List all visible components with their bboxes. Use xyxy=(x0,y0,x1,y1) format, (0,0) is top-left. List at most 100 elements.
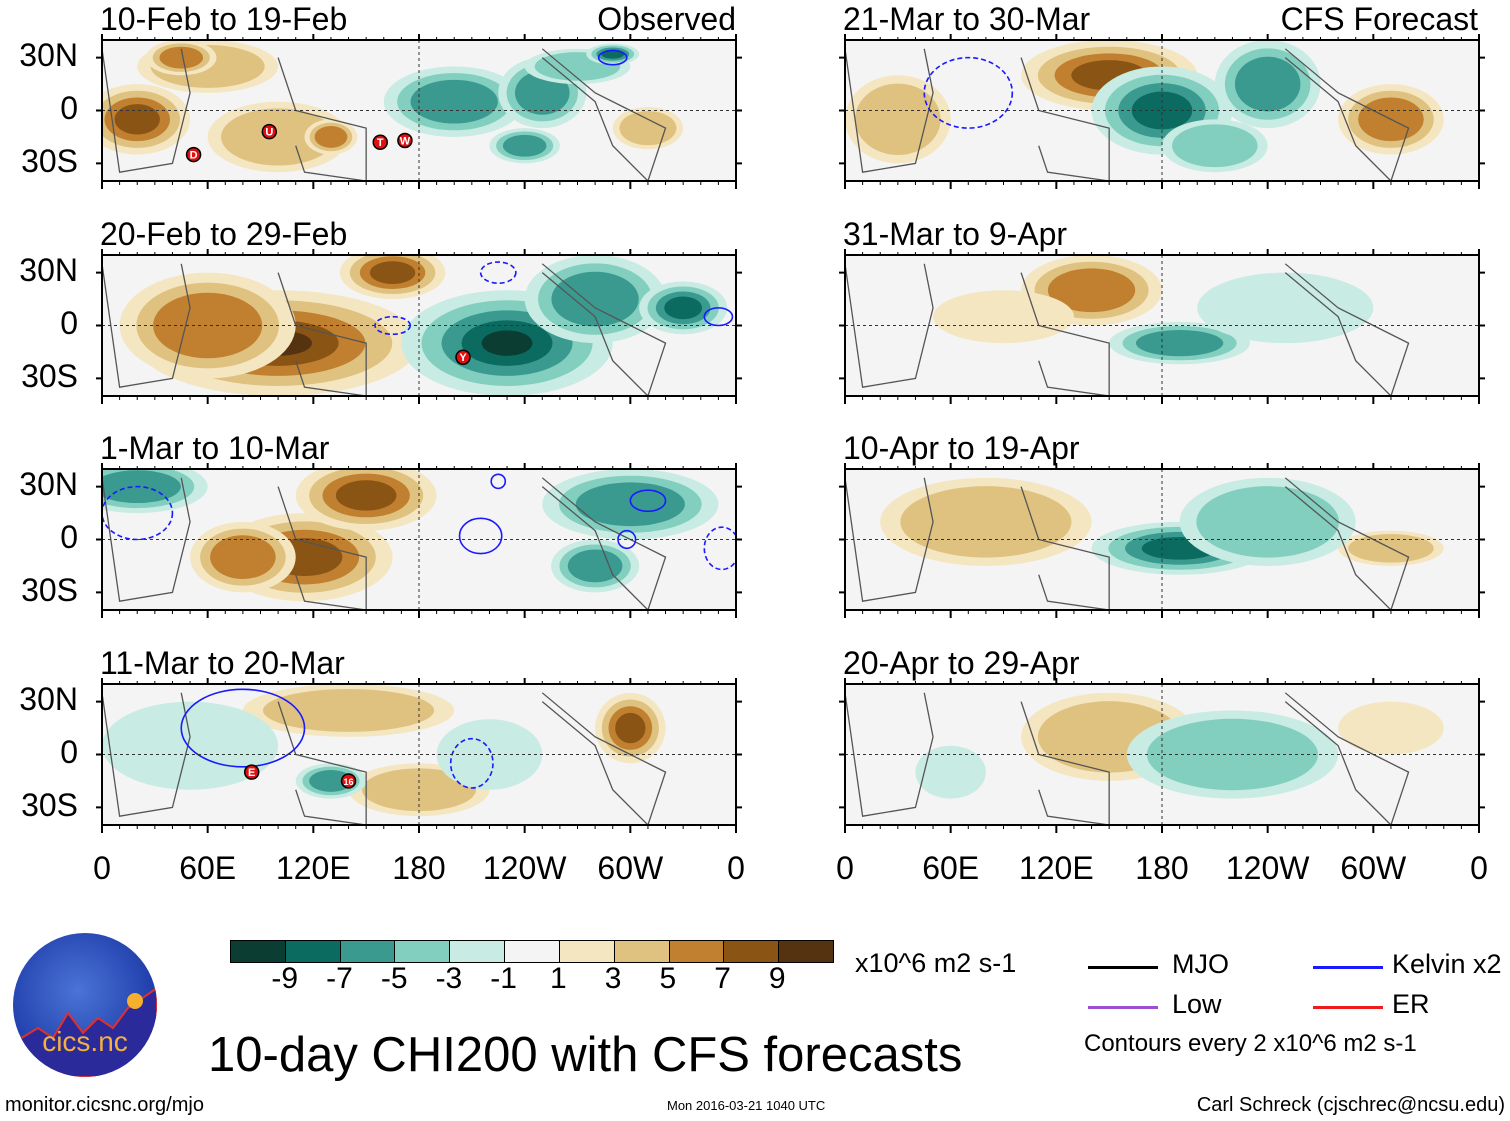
colorbar-tick-label: -9 xyxy=(271,962,299,995)
kelvin-contour xyxy=(703,526,736,571)
map-panel-svg xyxy=(839,463,1485,618)
coastline xyxy=(277,486,367,610)
anomaly-contour-fill xyxy=(855,83,941,156)
footer-timestamp: Mon 2016-03-21 1040 UTC xyxy=(667,1098,826,1113)
anomaly-contour-fill xyxy=(1047,268,1136,313)
y-axis-label: 30N xyxy=(19,37,78,73)
y-axis-label: 30N xyxy=(19,681,78,717)
anomaly-contour-fill xyxy=(619,110,677,146)
kelvin-contour xyxy=(102,485,174,541)
colorbar-tick-label: -7 xyxy=(326,962,353,995)
x-axis-label: 180 xyxy=(392,850,446,886)
map-panel: E 16 xyxy=(96,678,742,833)
anomaly-contour-fill xyxy=(551,271,639,327)
coastline xyxy=(102,263,191,388)
anomaly-contour-fill xyxy=(1234,56,1301,112)
kelvin-contour xyxy=(597,49,628,66)
x-axis-label: 120W xyxy=(1225,850,1310,886)
map-panel xyxy=(96,463,742,618)
map-panel: Y xyxy=(96,249,742,404)
contour-note: Contours every 2 x10^6 m2 s-1 xyxy=(1084,1030,1417,1057)
kelvin-contour xyxy=(479,261,517,284)
figure-title: 10-day CHI200 with CFS forecasts xyxy=(208,1028,963,1082)
anomaly-contour-fill xyxy=(210,535,276,579)
anomaly-contour-fill xyxy=(314,126,348,148)
panel-title: 20-Apr to 29-Apr xyxy=(843,645,1080,681)
colorbar-swatch xyxy=(395,941,451,962)
colorbar-tick-label: -1 xyxy=(490,962,517,995)
coastline xyxy=(541,477,667,610)
y-axis-label: 0 xyxy=(60,90,78,126)
legend-label: MJO xyxy=(1172,949,1229,979)
coastline xyxy=(1284,692,1410,825)
kelvin-contour xyxy=(703,307,734,327)
colorbar-swatch xyxy=(779,941,833,962)
anomaly-contour-fill xyxy=(1131,91,1193,130)
anomaly-contour-fill xyxy=(114,104,160,135)
colorbar-tick-label: 1 xyxy=(550,962,567,995)
panel-title: 10-Feb to 19-Feb xyxy=(100,1,348,37)
anomaly-contour-fill xyxy=(1135,330,1224,357)
panel-title: 21-Mar to 30-Mar xyxy=(843,1,1091,37)
anomaly-contour-fill xyxy=(1172,124,1258,168)
map-panel-svg: D U T W xyxy=(96,34,742,189)
x-axis-label: 0 xyxy=(727,850,745,886)
kelvin-contour xyxy=(180,688,306,768)
x-axis-label: 120E xyxy=(275,850,351,886)
y-axis-label: 30S xyxy=(21,787,78,823)
map-panel-svg xyxy=(839,249,1485,404)
anomaly-contour-fill xyxy=(1146,718,1319,791)
cicsnc-logo: cics.nc xyxy=(13,933,157,1077)
anomaly-contour-fill xyxy=(159,46,204,69)
anomaly-contour-fill xyxy=(481,330,533,356)
colorbar-swatch xyxy=(669,941,725,962)
legend-line-mjo xyxy=(1088,966,1158,969)
panel-title: 10-Apr to 19-Apr xyxy=(843,430,1080,466)
x-axis-label: 0 xyxy=(1470,850,1488,886)
x-axis-label: 60E xyxy=(179,850,237,886)
storm-label: W xyxy=(400,135,411,147)
y-axis-label: 30S xyxy=(21,358,78,394)
coastline xyxy=(845,692,934,817)
storm-label: Y xyxy=(459,352,467,364)
coastline xyxy=(277,272,367,396)
anomaly-contour-fill xyxy=(575,482,685,527)
x-axis-label: 60W xyxy=(1340,850,1407,886)
coastline xyxy=(845,48,934,173)
observed-label: Observed xyxy=(597,1,736,37)
colorbar-swatch xyxy=(614,941,670,962)
anomaly-contour-fill xyxy=(153,292,263,359)
kelvin-contour xyxy=(449,737,494,789)
colorbar-swatch xyxy=(285,941,341,962)
y-axis-label: 30N xyxy=(19,252,78,288)
anomaly-contour-fill xyxy=(102,470,181,504)
colorbar-swatch xyxy=(559,941,615,962)
tropical-cyclone-icon: D xyxy=(185,146,202,163)
x-axis-label: 180 xyxy=(1135,850,1189,886)
map-panel xyxy=(839,463,1485,618)
map-panel-svg xyxy=(839,34,1485,189)
legend-label: Low xyxy=(1172,989,1222,1019)
anomaly-contour-fill xyxy=(309,770,353,792)
y-axis-label: 0 xyxy=(60,519,78,555)
storm-label: 16 xyxy=(344,777,354,787)
panel-title: 20-Feb to 29-Feb xyxy=(100,216,348,252)
x-axis-label: 120W xyxy=(482,850,567,886)
colorbar-tick-label: 7 xyxy=(714,962,731,995)
y-axis-label: 30N xyxy=(19,466,78,502)
colorbar-tick-label: -3 xyxy=(435,962,463,995)
anomaly-contour-fill xyxy=(567,549,623,583)
storm-label: E xyxy=(248,767,255,779)
legend-line-low xyxy=(1088,1006,1158,1009)
tropical-cyclone-icon: E xyxy=(243,764,260,780)
anomaly-contour-fill xyxy=(915,745,986,799)
legend-line-er xyxy=(1313,1006,1383,1009)
anomaly-contour-fill xyxy=(1196,486,1339,558)
map-panel xyxy=(839,249,1485,404)
anomaly-contour-fill xyxy=(900,486,1072,558)
anomaly-contour-fill xyxy=(410,79,498,124)
coastline xyxy=(277,701,367,825)
legend-label: Kelvin x2 xyxy=(1392,949,1502,979)
x-axis-label: 0 xyxy=(93,850,111,886)
tropical-cyclone-icon: T xyxy=(372,134,389,150)
